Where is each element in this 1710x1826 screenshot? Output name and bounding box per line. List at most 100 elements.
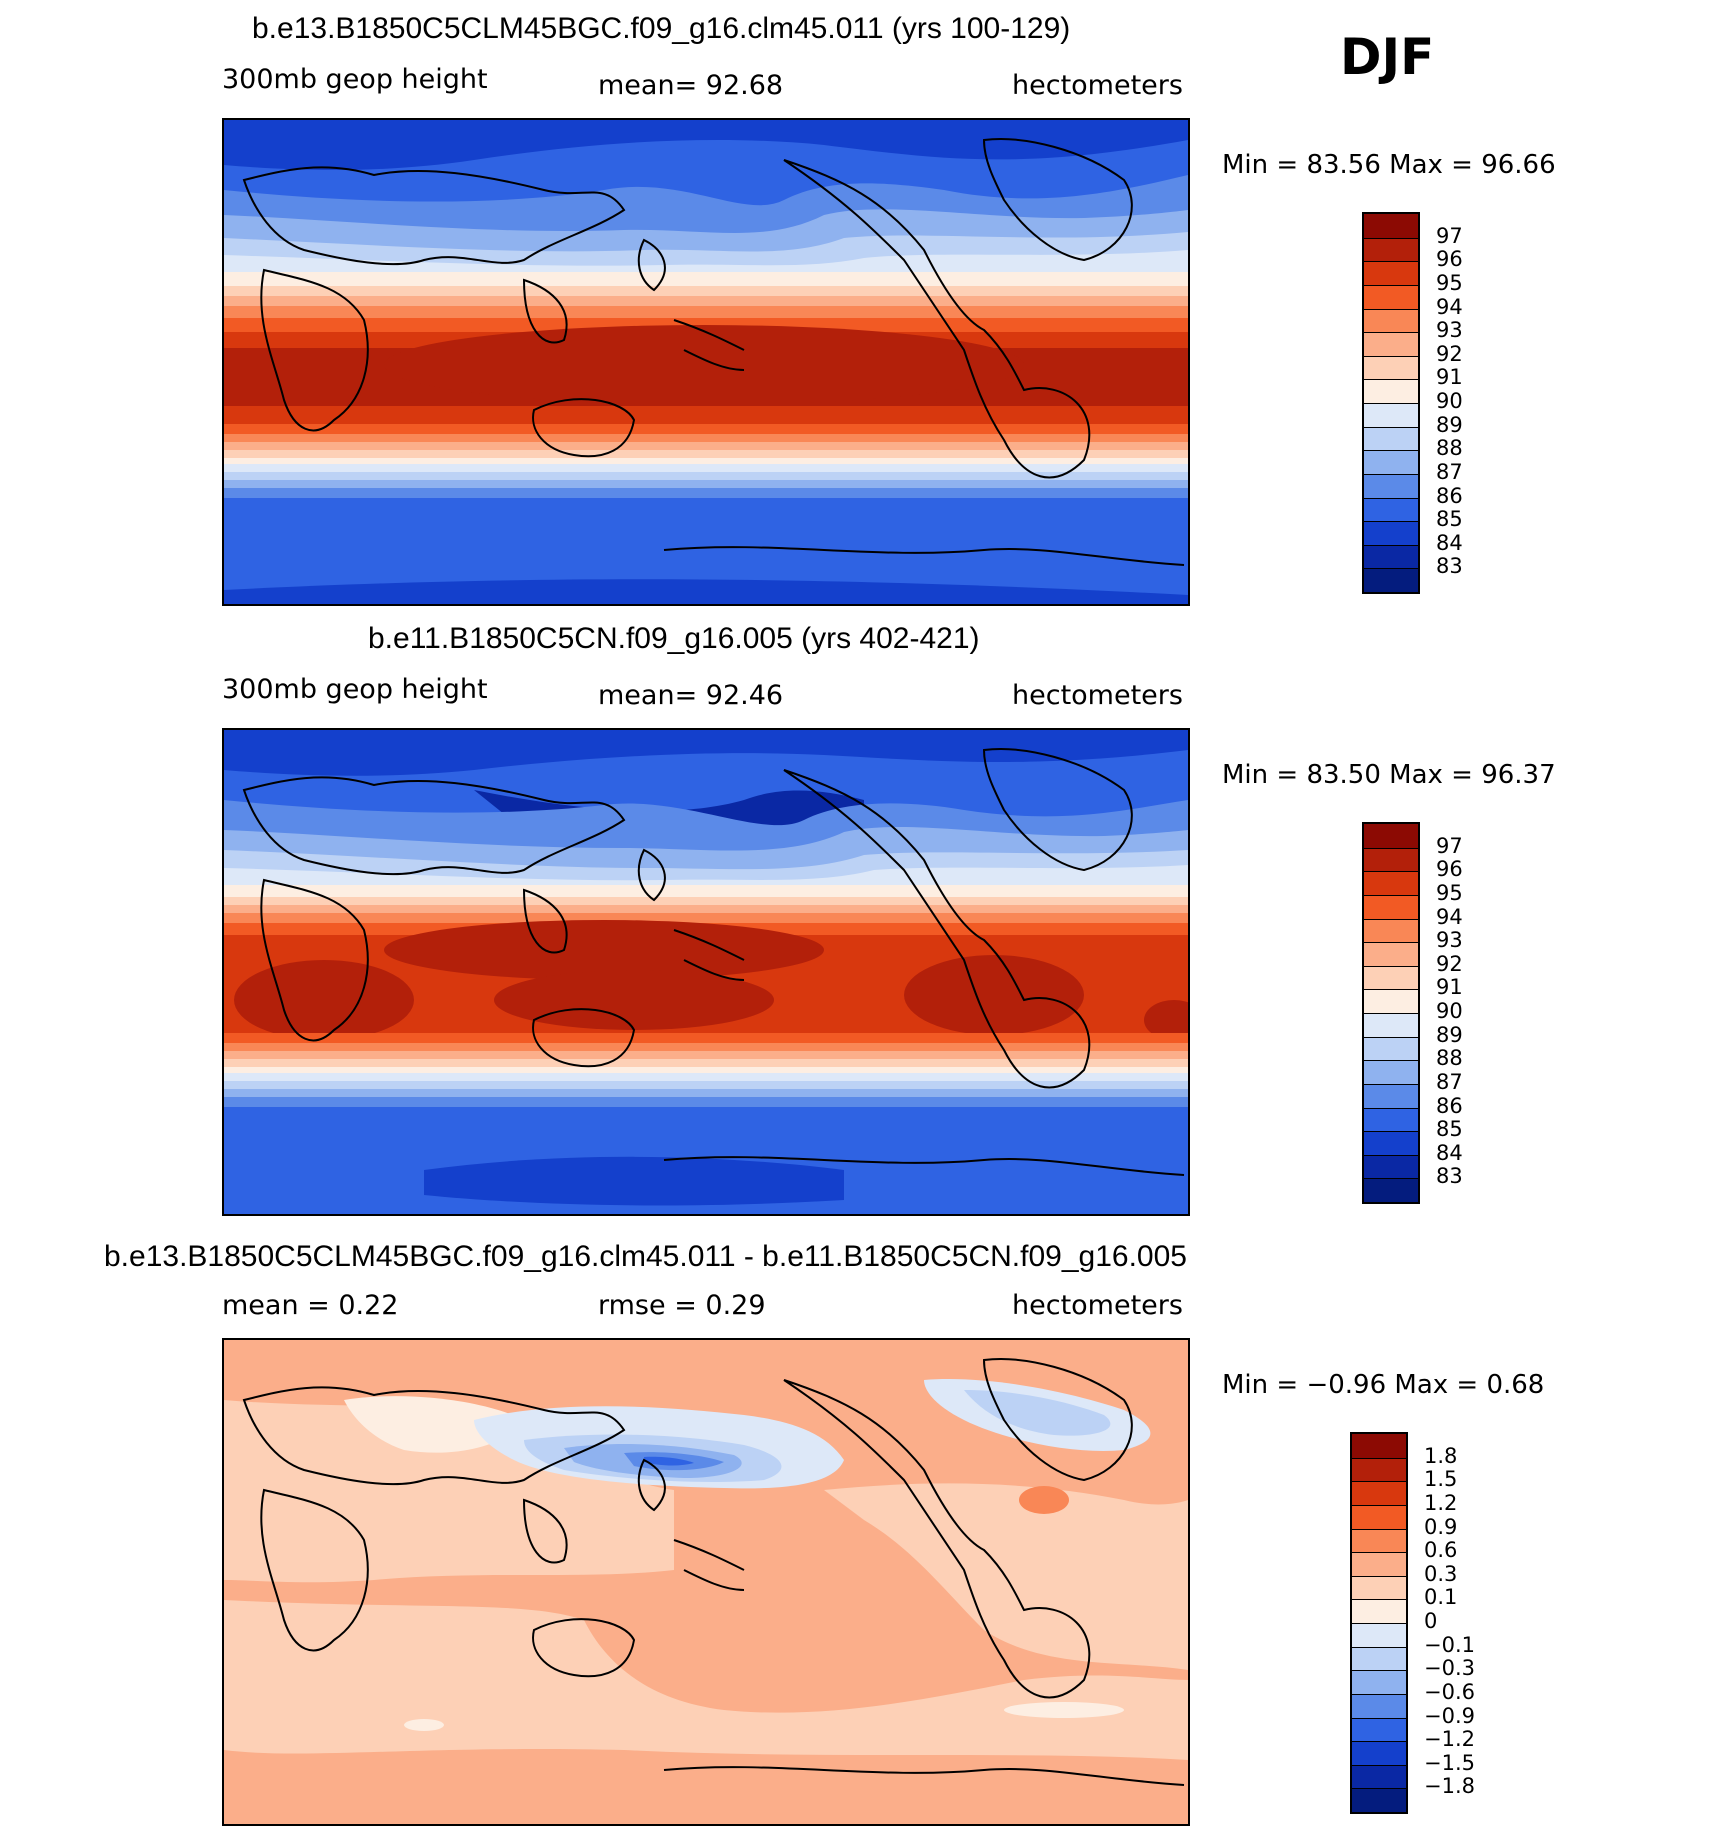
colorbar-segment	[1364, 1131, 1418, 1155]
season-label: DJF	[1340, 28, 1435, 86]
colorbar-tick-label: 92	[1436, 341, 1463, 366]
panel-3-minmax: Min = −0.96 Max = 0.68	[1222, 1370, 1545, 1400]
colorbar-segment	[1364, 379, 1418, 403]
colorbar-tick-label: 83	[1436, 554, 1463, 579]
panel-3-rmse-label: rmse = 0.29	[598, 1290, 766, 1321]
colorbar-tick-label: 84	[1436, 1140, 1463, 1165]
panel-1-colorbar	[1362, 212, 1420, 594]
colorbar-segment	[1352, 1741, 1406, 1765]
colorbar-tick-label: 85	[1436, 1117, 1463, 1142]
colorbar-tick-label: 1.5	[1424, 1467, 1458, 1492]
colorbar-segment	[1352, 1434, 1406, 1458]
colorbar-segment	[1364, 989, 1418, 1013]
panel-1-map	[222, 118, 1190, 606]
colorbar-segment	[1352, 1623, 1406, 1647]
colorbar-tick-label: 93	[1436, 318, 1463, 343]
colorbar-tick-label: 0.6	[1424, 1538, 1458, 1563]
panel-1-units-label: hectometers	[1012, 70, 1183, 101]
colorbar-segment	[1352, 1575, 1406, 1600]
colorbar-segment	[1364, 261, 1418, 285]
colorbar-tick-label: 87	[1436, 459, 1463, 484]
colorbar-segment	[1364, 871, 1418, 895]
panel-2-units-label: hectometers	[1012, 680, 1183, 711]
colorbar-tick-label: 0.9	[1424, 1514, 1458, 1539]
colorbar-tick-label: 97	[1436, 833, 1463, 858]
colorbar-segment	[1364, 568, 1418, 592]
colorbar-segment	[1352, 1717, 1406, 1742]
colorbar-tick-label: −1.2	[1424, 1727, 1475, 1752]
panel-3-colorbar	[1350, 1432, 1408, 1814]
colorbar-tick-label: 97	[1436, 223, 1463, 248]
panel-2-map	[222, 728, 1190, 1216]
colorbar-tick-label: 96	[1436, 247, 1463, 272]
colorbar-tick-label: 94	[1436, 294, 1463, 319]
panel-2-colorbar	[1362, 822, 1420, 1204]
colorbar-tick-label: 90	[1436, 999, 1463, 1023]
colorbar-tick-label: 91	[1436, 975, 1463, 1000]
colorbar-segment	[1364, 497, 1418, 522]
colorbar-tick-label: 1.2	[1424, 1490, 1458, 1515]
colorbar-segment	[1352, 1670, 1406, 1694]
colorbar-segment	[1364, 355, 1418, 380]
panel-1-variable-label: 300mb geop height	[222, 64, 488, 95]
colorbar-tick-label: 88	[1436, 1046, 1463, 1071]
colorbar-segment	[1352, 1504, 1406, 1529]
colorbar-tick-label: 93	[1436, 928, 1463, 953]
colorbar-tick-label: 94	[1436, 904, 1463, 929]
colorbar-tick-label: 89	[1436, 1022, 1463, 1047]
colorbar-segment	[1364, 450, 1418, 474]
panel-2-variable-label: 300mb geop height	[222, 674, 488, 705]
colorbar-segment	[1352, 1646, 1406, 1671]
colorbar-tick-label: 89	[1436, 412, 1463, 437]
colorbar-tick-label: 90	[1436, 389, 1463, 413]
panel-2-minmax: Min = 83.50 Max = 96.37	[1222, 760, 1556, 790]
colorbar-tick-label: 0	[1424, 1609, 1438, 1633]
colorbar-segment	[1364, 847, 1418, 872]
panel-3-mean-label: mean = 0.22	[222, 1290, 399, 1321]
colorbar-tick-label: 86	[1436, 483, 1463, 508]
colorbar-segment	[1364, 1107, 1418, 1132]
colorbar-segment	[1364, 332, 1418, 356]
panel-3-title: b.e13.B1850C5CLM45BGC.f09_g16.clm45.011 …	[104, 1240, 1187, 1273]
colorbar-tick-label: 91	[1436, 365, 1463, 390]
colorbar-segment	[1364, 473, 1418, 498]
colorbar-tick-label: 95	[1436, 880, 1463, 905]
colorbar-segment	[1364, 403, 1418, 427]
colorbar-segment	[1352, 1552, 1406, 1576]
colorbar-segment	[1364, 237, 1418, 262]
panel-1-minmax: Min = 83.56 Max = 96.66	[1222, 150, 1556, 180]
colorbar-segment	[1364, 942, 1418, 966]
colorbar-segment	[1364, 308, 1418, 333]
colorbar-tick-label: 0.3	[1424, 1561, 1458, 1586]
colorbar-segment	[1364, 1154, 1418, 1179]
colorbar-segment	[1352, 1764, 1406, 1789]
colorbar-tick-label: 92	[1436, 951, 1463, 976]
colorbar-tick-label: 86	[1436, 1093, 1463, 1118]
colorbar-segment	[1352, 1599, 1406, 1623]
colorbar-segment	[1352, 1481, 1406, 1505]
colorbar-segment	[1364, 544, 1418, 569]
colorbar-tick-label: 85	[1436, 507, 1463, 532]
panel-1-mean-label: mean= 92.68	[598, 70, 784, 101]
colorbar-segment	[1352, 1788, 1406, 1812]
colorbar-tick-label: 1.8	[1424, 1443, 1458, 1468]
colorbar-tick-label: 96	[1436, 857, 1463, 882]
colorbar-tick-label: 0.1	[1424, 1585, 1458, 1610]
colorbar-segment	[1364, 214, 1418, 238]
colorbar-segment	[1364, 1060, 1418, 1084]
panel-1-title: b.e13.B1850C5CLM45BGC.f09_g16.clm45.011 …	[252, 12, 1071, 45]
colorbar-segment	[1364, 1178, 1418, 1202]
colorbar-tick-label: −1.5	[1424, 1750, 1475, 1775]
colorbar-segment	[1352, 1457, 1406, 1482]
colorbar-tick-label: 87	[1436, 1069, 1463, 1094]
colorbar-tick-label: 84	[1436, 530, 1463, 555]
colorbar-tick-label: −0.3	[1424, 1656, 1475, 1681]
colorbar-tick-label: −0.9	[1424, 1703, 1475, 1728]
panel-3-units-label: hectometers	[1012, 1290, 1183, 1321]
colorbar-segment	[1364, 1013, 1418, 1037]
colorbar-segment	[1364, 894, 1418, 919]
colorbar-tick-label: 88	[1436, 436, 1463, 461]
colorbar-segment	[1364, 284, 1418, 309]
colorbar-segment	[1364, 521, 1418, 545]
colorbar-segment	[1352, 1693, 1406, 1718]
